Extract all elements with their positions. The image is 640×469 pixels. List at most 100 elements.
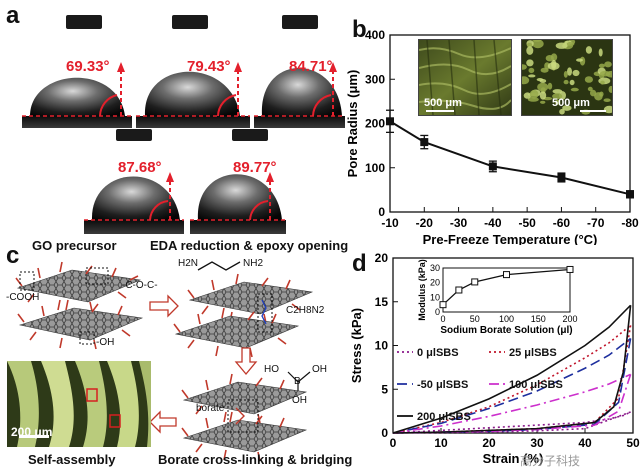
pore <box>608 85 612 93</box>
needle-tip-5 <box>232 129 268 141</box>
inset-point <box>471 278 479 286</box>
go-sheet-bottom <box>17 299 144 350</box>
x-tick-label: 50 <box>626 436 640 450</box>
x-tick-label: -20 <box>416 216 434 230</box>
y-tick-label: 0 <box>378 205 385 219</box>
borate-label: borate <box>196 403 225 414</box>
contact-angle-5: 89.77° <box>233 159 277 176</box>
series-loading-line <box>392 324 632 434</box>
pore <box>585 46 592 54</box>
x-tick-label: 30 <box>530 436 544 450</box>
borate-box <box>227 399 259 433</box>
legend-entry: 0 μlSBS <box>417 347 459 359</box>
needle-tip-4 <box>116 129 152 141</box>
pore-radius-chart: -10 -20 -30 -40 -50 -60 -70 -80 0 100 200 300 400 Pre… <box>345 28 639 245</box>
nh2-label: NH2 <box>243 258 264 269</box>
inset-y-tick-label: 10 <box>430 292 440 302</box>
y-tick-label: 10 <box>375 339 389 353</box>
eda-molecule <box>197 261 241 271</box>
droplet-1 <box>22 15 132 128</box>
pore <box>539 91 547 100</box>
borate-sheet-bottom <box>181 411 308 462</box>
droplet-5 <box>190 129 286 234</box>
y-tick-label: 5 <box>381 382 388 396</box>
pore <box>526 42 533 48</box>
boric-ho-label: HO <box>264 364 279 375</box>
borate-title: Borate cross-linking & bridging <box>158 452 353 467</box>
series-loading-line <box>392 337 632 434</box>
pore <box>563 71 568 78</box>
data-point <box>488 162 497 171</box>
pore <box>540 100 546 104</box>
go-sheet-top <box>15 261 142 312</box>
pore <box>587 86 593 92</box>
y-tick-label: 0 <box>381 426 388 440</box>
pore <box>594 92 603 101</box>
pore <box>598 48 603 57</box>
pore <box>576 58 583 62</box>
boric-oh-label-1: OH <box>312 364 327 375</box>
pore <box>562 105 572 111</box>
inset-x-tick-label: 0 <box>440 314 445 324</box>
oh-label: -OH <box>96 337 115 348</box>
legend-entry: 25 μlSBS <box>509 347 557 359</box>
series-loading-line <box>392 411 631 434</box>
legend-entry: 200 μlSBS <box>417 411 471 423</box>
pore <box>598 63 605 68</box>
scale-label-right: 500 μm <box>552 97 590 109</box>
needle-tip-1 <box>66 15 102 29</box>
pore <box>555 42 568 49</box>
inset-point <box>503 271 510 279</box>
scale-label-left: 500 μm <box>424 97 462 109</box>
inset-point <box>455 286 463 294</box>
pore <box>529 89 539 99</box>
pore <box>572 69 580 77</box>
x-tick-label: 10 <box>434 436 448 450</box>
inset-frame <box>442 267 571 313</box>
series-unloading-line <box>392 305 632 434</box>
contact-angle-3: 84.71° <box>289 58 333 75</box>
pore <box>545 55 554 62</box>
pore <box>532 40 542 42</box>
droplet-2 <box>136 15 250 128</box>
pore <box>552 93 563 100</box>
panel-a-label: a <box>6 2 20 29</box>
series-loading-line <box>392 304 632 434</box>
panel-c-label: c <box>6 242 20 269</box>
self-assembly-title: Self-assembly <box>28 452 116 467</box>
pore <box>599 70 611 77</box>
contact-angle-4: 87.68° <box>118 159 162 176</box>
pore <box>522 76 530 85</box>
pore <box>547 82 553 90</box>
y-axis-label: Stress (kPa) <box>349 308 364 383</box>
pore <box>570 87 579 92</box>
sem-scale-label: 200 μm <box>11 425 53 439</box>
sem-image <box>7 361 151 447</box>
pore <box>522 64 527 70</box>
data-point <box>420 138 429 147</box>
y-tick-label: 200 <box>365 117 385 131</box>
inset-y-tick-label: 0 <box>435 307 440 317</box>
pore <box>526 46 534 55</box>
cooh-label: -COOH <box>6 292 40 303</box>
pore <box>569 79 575 86</box>
boric-oh-label-2: OH <box>292 395 307 406</box>
scale-bar-left <box>426 110 454 112</box>
micrograph-left <box>418 39 512 116</box>
watermark: 高分子科技 <box>520 454 581 468</box>
x-tick-label: -10 <box>381 216 399 230</box>
inset-y-tick-label: 20 <box>430 278 440 288</box>
contact-angle-2: 79.43° <box>187 58 231 75</box>
micro-bg <box>522 40 612 115</box>
y-tick-label: 15 <box>375 295 389 309</box>
pore <box>528 67 535 74</box>
y-tick-label: 20 <box>375 251 389 265</box>
eda-title: EDA reduction & epoxy opening <box>150 238 349 253</box>
pore <box>552 89 563 94</box>
needle-tip-2 <box>172 15 208 29</box>
boron-label: B <box>294 376 301 387</box>
needle-tip-3 <box>282 15 318 29</box>
y-tick-label: 400 <box>365 28 385 42</box>
pore <box>532 40 544 49</box>
pore <box>567 67 572 76</box>
